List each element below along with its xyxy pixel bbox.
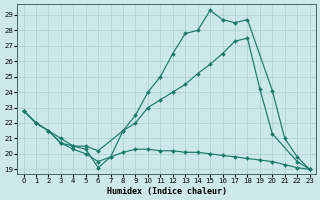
X-axis label: Humidex (Indice chaleur): Humidex (Indice chaleur) [107, 187, 227, 196]
